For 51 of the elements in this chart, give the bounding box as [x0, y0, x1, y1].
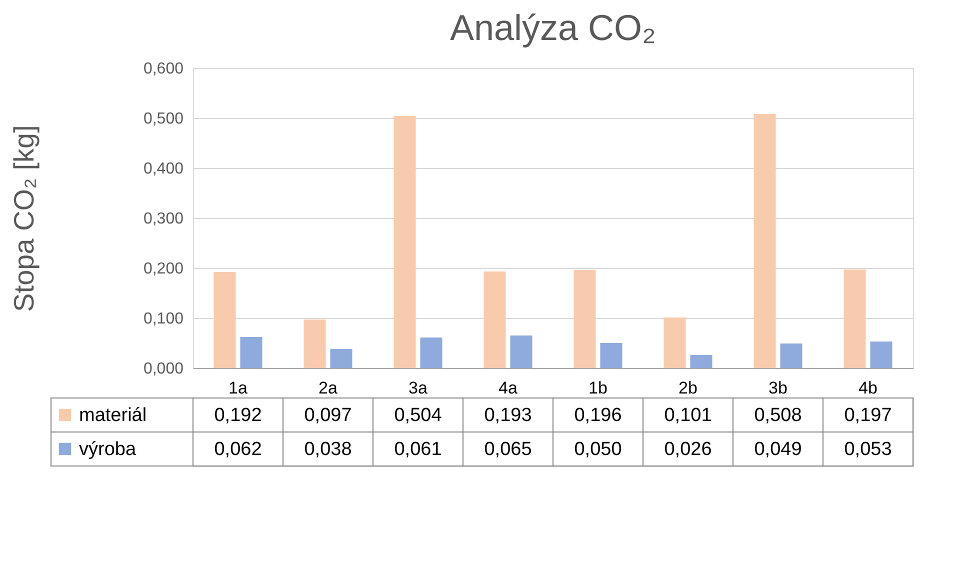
data-label: 0,038: [304, 439, 352, 460]
bar: [420, 338, 442, 368]
bar: [600, 343, 622, 368]
bar: [844, 270, 866, 368]
bar: [484, 272, 506, 368]
data-label: 0,197: [844, 405, 892, 426]
y-tick-label: 0,400: [143, 160, 184, 178]
data-label: 0,053: [844, 439, 892, 460]
legend-label: materiál: [79, 405, 147, 426]
bar: [754, 114, 776, 368]
x-tick-label: 2a: [318, 378, 338, 398]
bar: [394, 116, 416, 368]
bar: [574, 270, 596, 368]
bar: [304, 320, 326, 368]
x-tick-label: 4a: [498, 378, 518, 398]
x-tick-label: 3b: [768, 378, 788, 398]
bar: [780, 344, 802, 368]
data-label: 0,062: [214, 439, 262, 460]
data-label: 0,026: [664, 439, 712, 460]
data-label: 0,192: [214, 405, 262, 426]
bar: [240, 337, 262, 368]
data-label: 0,050: [574, 439, 622, 460]
x-tick-label: 1a: [228, 378, 248, 398]
data-label: 0,101: [664, 405, 712, 426]
data-label: 0,196: [574, 405, 622, 426]
x-tick-label: 1b: [588, 378, 608, 398]
data-label: 0,097: [304, 405, 352, 426]
bar: [214, 272, 236, 368]
y-tick-label: 0,200: [143, 260, 184, 278]
data-label: 0,065: [484, 439, 532, 460]
data-label: 0,504: [394, 405, 442, 426]
y-tick-label: 0,500: [143, 110, 184, 128]
y-tick-label: 0,600: [143, 60, 184, 78]
legend-label: výroba: [79, 439, 136, 460]
y-tick-label: 0,000: [143, 360, 184, 378]
x-tick-label: 3a: [408, 378, 428, 398]
data-label: 0,049: [754, 439, 802, 460]
bar: [510, 336, 532, 368]
y-tick-label: 0,300: [143, 210, 184, 228]
data-label: 0,061: [394, 439, 442, 460]
data-label: 0,193: [484, 405, 532, 426]
bar: [690, 355, 712, 368]
x-tick-label: 2b: [678, 378, 698, 398]
y-axis-title: Stopa CO₂ [kg]: [8, 125, 40, 312]
chart-title: Analýza CO₂: [450, 7, 656, 48]
y-tick-label: 0,100: [143, 310, 184, 328]
x-tick-label: 4b: [858, 378, 878, 398]
bar: [664, 318, 686, 368]
bar: [330, 349, 352, 368]
data-label: 0,508: [754, 405, 802, 426]
bar: [870, 342, 892, 368]
